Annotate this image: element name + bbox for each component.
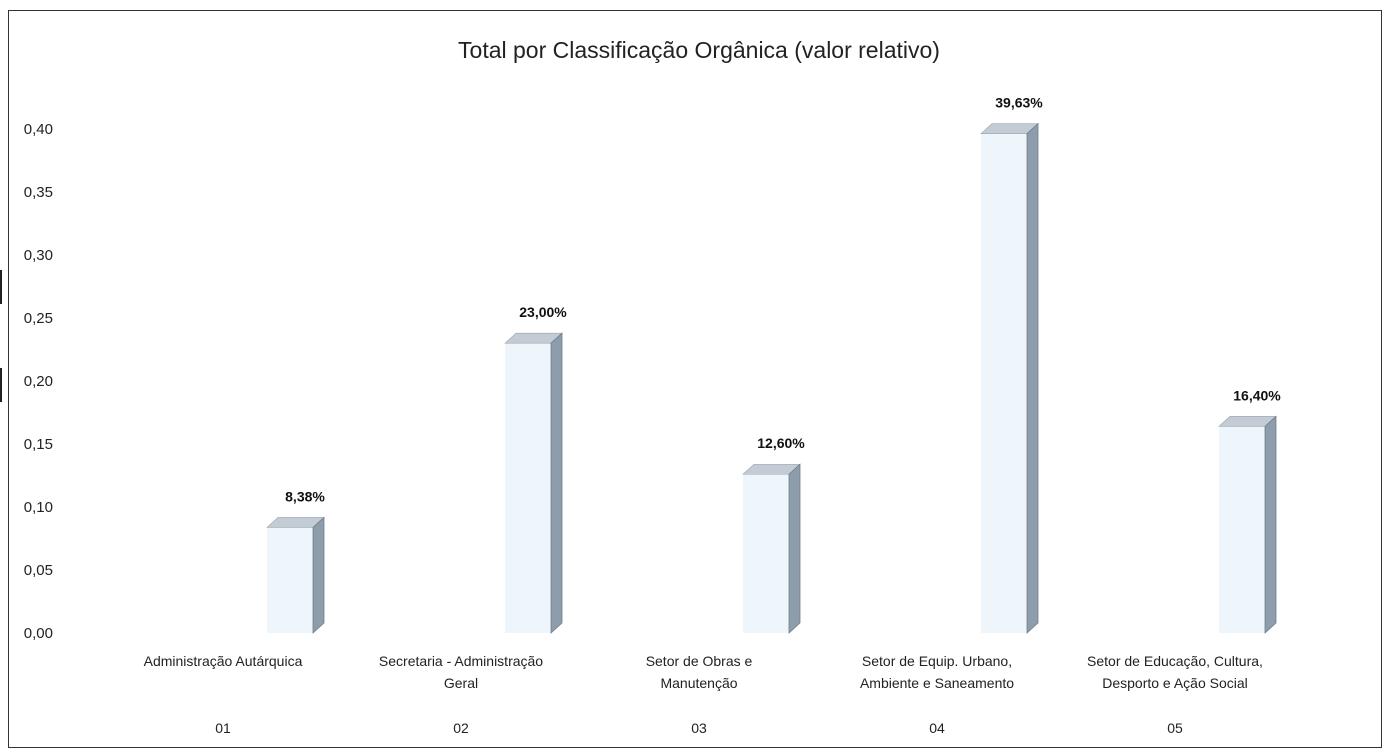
y-tick-label: 0,35 (24, 184, 53, 201)
bar-chart: Total por Classificação Orgânica (valor … (24, 37, 1281, 736)
chart-title: Total por Classificação Orgânica (valor … (458, 37, 940, 63)
y-tick-label: 0,30 (24, 247, 53, 264)
y-tick-label: 0,00 (24, 625, 53, 642)
y-tick-label: 0,10 (24, 499, 53, 516)
y-tick-label: 0,20 (24, 373, 53, 390)
data-label: 12,60% (757, 435, 805, 451)
chart-frame: Total por Classificação Orgânica (valor … (8, 10, 1382, 748)
bar (550, 332, 563, 634)
bar-front (981, 133, 1027, 634)
bar-front (1219, 426, 1265, 633)
y-tick-label: 0,15 (24, 436, 53, 453)
bar (1026, 122, 1039, 634)
x-category-label: Setor de Educação, Cultura, (1087, 653, 1263, 669)
x-category-label: Manutenção (660, 675, 737, 691)
bar-front (505, 343, 551, 633)
x-code-label: 03 (691, 720, 707, 736)
bar (312, 516, 325, 634)
x-axis: Administração Autárquica 01 Secretaria - A… (144, 653, 1263, 736)
bar (1264, 415, 1277, 634)
x-category-label: Setor de Equip. Urbano, (862, 653, 1012, 669)
frame-edge-mark-top (0, 270, 2, 304)
x-category-label: Geral (444, 675, 478, 691)
x-category-label: Ambiente e Saneamento (860, 675, 1014, 691)
x-category-label: Administração Autárquica (144, 653, 303, 669)
data-label: 23,00% (519, 304, 567, 320)
x-category-label: Secretaria - Administração (379, 653, 543, 669)
x-code-label: 02 (453, 720, 469, 736)
data-label: 16,40% (1233, 387, 1281, 403)
x-category-label: Setor de Obras e (646, 653, 753, 669)
x-code-label: 01 (215, 720, 231, 736)
y-tick-label: 0,25 (24, 310, 53, 327)
y-tick-label: 0,40 (24, 121, 53, 138)
bar (788, 463, 801, 634)
x-code-label: 04 (929, 720, 945, 736)
bar-front (267, 527, 313, 633)
bars (266, 122, 1277, 634)
data-label: 39,63% (995, 95, 1043, 111)
data-labels: 8,38% 23,00% 12,60% 39,63% 16,40% (285, 95, 1281, 505)
frame-edge-mark-bottom (0, 368, 2, 402)
x-code-label: 05 (1167, 720, 1183, 736)
y-tick-label: 0,05 (24, 562, 53, 579)
x-category-label: Desporto e Ação Social (1102, 675, 1248, 691)
y-axis: 0,00 0,05 0,10 0,15 0,20 0,25 0,30 0,35 0,40 (24, 121, 53, 642)
data-label: 8,38% (285, 488, 325, 504)
bar-front (743, 474, 789, 633)
